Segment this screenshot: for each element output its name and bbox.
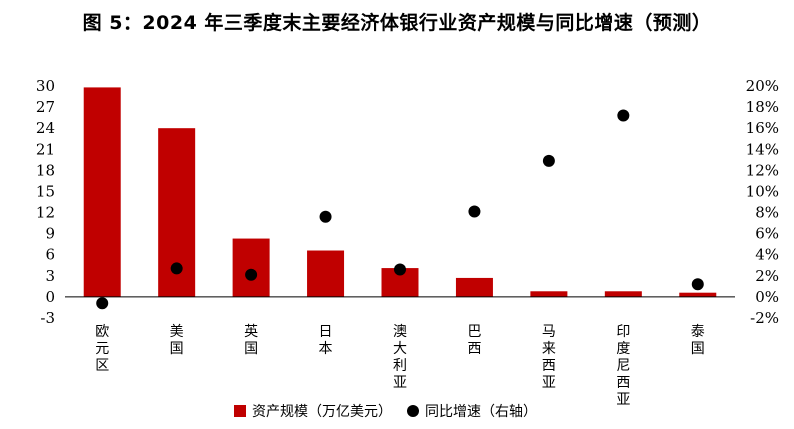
right-axis: -2% 0% 2% 4% 6% 8% 10% 12% 14% 16% 18% 20% [746,77,779,327]
category-label: 欧元区 [95,324,109,374]
left-tick-label: -3 [40,309,55,327]
left-tick-label: 0 [45,288,55,306]
legend-dot-label: 同比增速（右轴） [425,404,537,420]
left-tick-label: 30 [36,77,55,95]
left-tick-label: 15 [36,182,55,200]
growth-point [617,109,630,122]
left-tick-label: 21 [36,140,55,158]
bar [604,291,642,297]
growth-point [542,154,555,167]
right-tick-label: 8% [755,204,779,222]
left-tick-label: 9 [45,225,55,243]
bar [83,87,121,297]
bar [679,292,717,297]
growth-point [319,210,332,223]
category-labels: 欧元区 美国 英国 日本 澳大利亚 巴西 马来西亚 印度尼西亚 泰国 [95,323,705,408]
right-tick-label: 18% [746,98,779,116]
category-label: 澳大利亚 [393,324,407,391]
category-label: 英国 [244,323,258,357]
bar-series [83,87,717,297]
legend-dot-swatch [407,405,419,417]
growth-point [691,278,704,291]
right-tick-label: 14% [746,140,779,158]
right-tick-label: 2% [755,267,779,285]
category-label: 美国 [170,324,184,357]
growth-point [245,268,258,281]
legend-bar-swatch [234,405,246,417]
right-tick-label: 6% [755,225,779,243]
left-tick-label: 3 [45,267,55,285]
bar [455,277,493,297]
growth-point [468,205,481,218]
category-label: 巴西 [467,324,481,357]
category-label: 马来西亚 [542,324,556,391]
dot-series [96,109,704,310]
chart-title: 图 5：2024 年三季度末主要经济体银行业资产规模与同比增速（预测） [82,12,712,34]
legend: 资产规模（万亿美元） 同比增速（右轴） [234,404,537,420]
category-label: 印度尼西亚 [616,324,630,408]
bar [232,238,270,297]
right-tick-label: 10% [746,182,779,200]
left-tick-label: 24 [36,119,55,137]
growth-point [96,297,109,310]
legend-bar-label: 资产规模（万亿美元） [252,404,392,420]
left-axis: -3 0 3 6 9 12 15 18 21 24 27 30 [36,77,55,327]
growth-point [394,263,406,276]
left-tick-label: 27 [36,98,55,116]
category-label: 日本 [319,324,333,357]
growth-point [170,262,183,275]
bar [530,291,568,297]
right-tick-label: -2% [750,309,779,327]
right-tick-label: 4% [755,246,779,264]
right-tick-label: 20% [746,77,779,95]
right-tick-label: 12% [746,161,779,179]
right-tick-label: 16% [746,119,779,137]
right-tick-label: 0% [755,288,779,306]
left-tick-label: 18 [36,161,55,179]
left-tick-label: 12 [36,204,55,222]
left-tick-label: 6 [45,246,55,264]
category-label: 泰国 [691,324,705,357]
bar [307,250,345,297]
